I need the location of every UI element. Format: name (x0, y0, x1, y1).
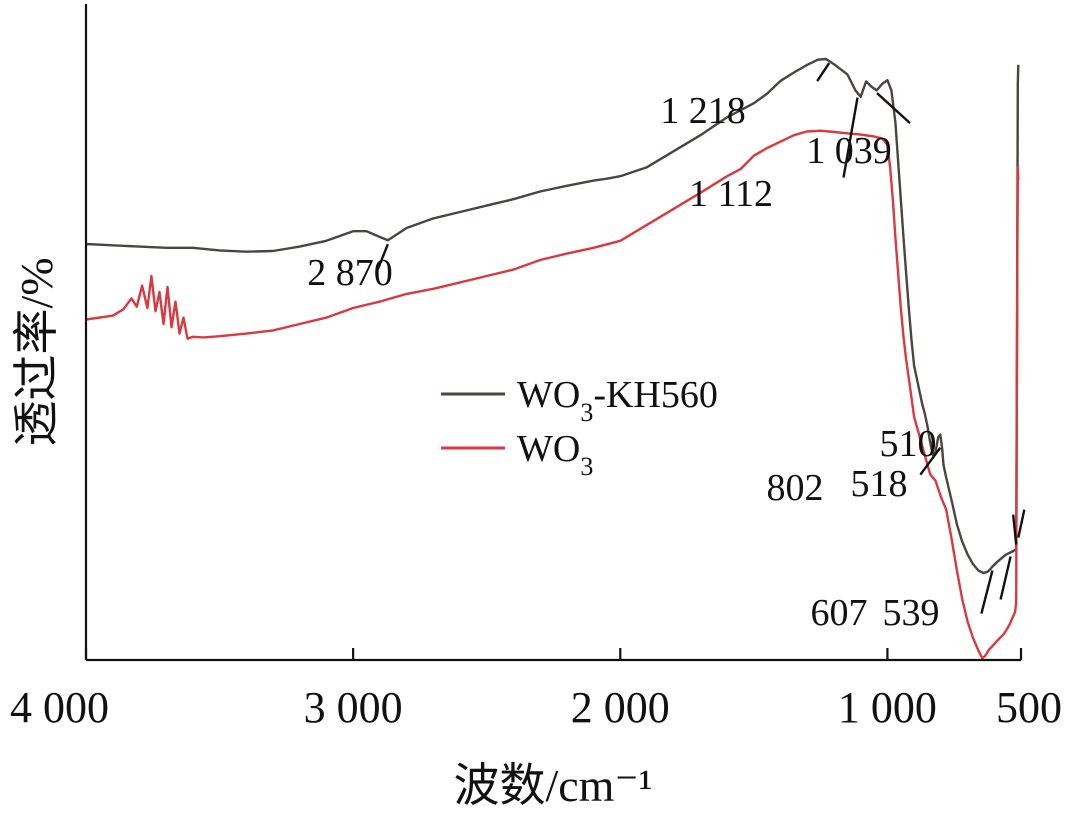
peak-leader-line (919, 446, 942, 476)
peak-leader-line (816, 62, 831, 82)
x-tick-label: 500 (996, 683, 1062, 732)
x-ticks: 4 000 3 000 2 000 1 000 500 (10, 648, 1062, 732)
x-tick-label: 1 000 (838, 683, 937, 732)
peak-leader-line (1017, 509, 1026, 538)
peak-leader-line (842, 97, 859, 178)
peak-label: 518 (851, 463, 908, 505)
peak-label: 802 (767, 467, 824, 509)
x-axis-title: 波数/cm⁻¹ (453, 760, 652, 811)
peak-label: 1 112 (689, 173, 773, 215)
axes: 4 000 3 000 2 000 1 000 500 (10, 4, 1062, 732)
peak-leader-line (376, 243, 389, 270)
series-line-wo3-kh560 (85, 57, 1020, 575)
series-line-wo3 (85, 129, 1020, 660)
x-tick-label: 3 000 (304, 683, 403, 732)
peak-leader-line (876, 92, 911, 125)
peak-label: 1 218 (660, 90, 746, 132)
x-tick-label: 2 000 (571, 683, 670, 732)
peak-leader-line (980, 570, 994, 614)
peak-label: 539 (883, 592, 940, 634)
x-tick-label: 4 000 (10, 683, 109, 732)
peak-label: 2 870 (307, 252, 393, 294)
peak-label: 607 (811, 592, 868, 634)
peak-leader-line (999, 556, 1012, 600)
legend-label: WO3 (517, 428, 593, 481)
legend-label: WO3-KH560 (517, 374, 718, 427)
y-axis-title: 透过率/% (11, 257, 62, 446)
series-layer (85, 57, 1020, 660)
peak-label: 1 039 (806, 130, 892, 172)
peak-label: 510 (880, 423, 937, 465)
peak-leader-line (1011, 514, 1018, 545)
